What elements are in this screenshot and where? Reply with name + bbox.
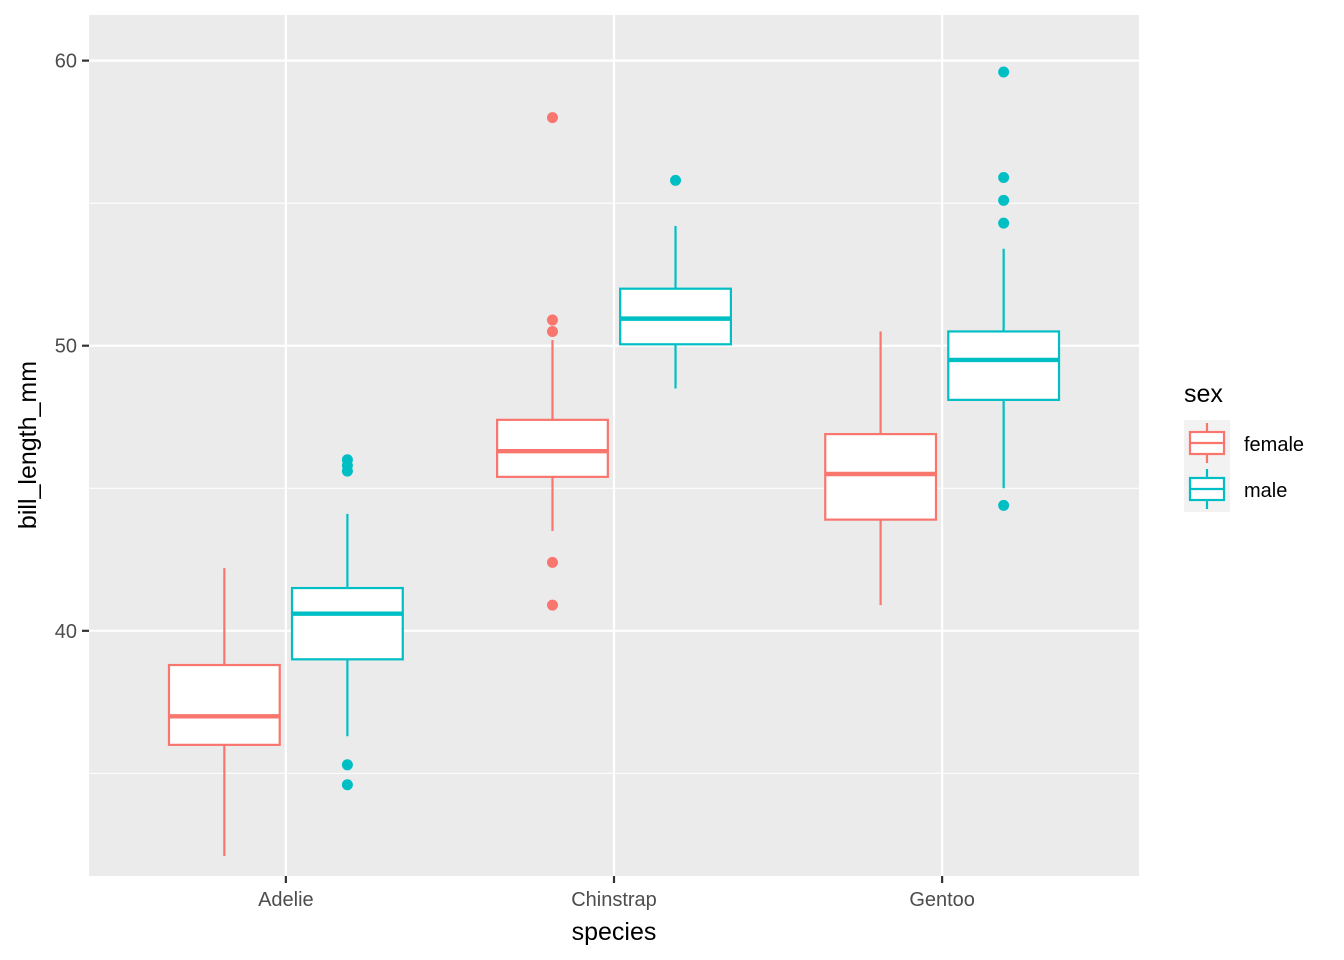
x-axis: Adelie Chinstrap Gentoo xyxy=(258,876,975,911)
outlier-point xyxy=(546,599,558,611)
y-axis: 40 50 60 xyxy=(55,51,89,643)
legend-key-male xyxy=(1188,469,1226,509)
box-iqr xyxy=(167,663,281,746)
box-male-gentoo xyxy=(947,66,1061,511)
legend-key-female xyxy=(1188,423,1226,463)
legend: sex female male xyxy=(1184,380,1304,512)
legend-title: sex xyxy=(1184,380,1223,408)
box-female-adelie xyxy=(167,568,281,857)
x-axis-title: species xyxy=(572,918,657,946)
outlier-point xyxy=(998,217,1010,229)
box-iqr xyxy=(947,330,1061,401)
box-iqr xyxy=(496,418,609,478)
outlier-point xyxy=(546,556,558,568)
outlier-point xyxy=(998,194,1010,206)
box-male-chinstrap xyxy=(619,174,732,389)
box-iqr xyxy=(824,432,938,521)
box-female-gentoo xyxy=(824,331,938,606)
legend-label-female: female xyxy=(1244,434,1304,456)
x-tick-label: Gentoo xyxy=(909,889,975,911)
outlier-point xyxy=(998,66,1010,78)
outlier-point xyxy=(670,174,682,186)
y-tick-label: 60 xyxy=(55,51,77,73)
outlier-point xyxy=(998,172,1010,184)
box-iqr xyxy=(290,586,404,661)
outlier-point xyxy=(546,325,558,337)
outlier-point xyxy=(998,499,1010,511)
outlier-point xyxy=(341,779,353,791)
y-axis-title: bill_length_mm xyxy=(14,361,42,529)
outlier-point xyxy=(341,465,353,477)
box-marks xyxy=(167,66,1061,857)
outlier-point xyxy=(546,314,558,326)
y-tick-label: 40 xyxy=(55,621,77,643)
y-tick-label: 50 xyxy=(55,336,77,358)
x-tick-label: Adelie xyxy=(258,889,314,911)
box-female-chinstrap xyxy=(496,112,609,611)
legend-label-male: male xyxy=(1244,480,1287,502)
outlier-point xyxy=(546,112,558,124)
box-male-adelie xyxy=(290,454,404,791)
x-tick-label: Chinstrap xyxy=(571,889,657,911)
outlier-point xyxy=(341,759,353,771)
